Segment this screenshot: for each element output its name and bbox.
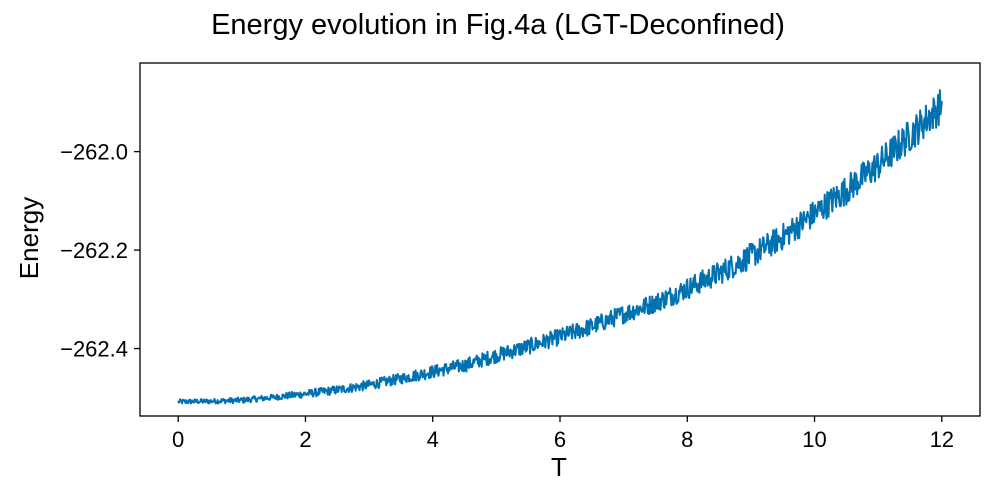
plot-area	[139, 62, 981, 417]
y-tick-label: −262.4	[60, 337, 128, 362]
x-tick-label: 8	[681, 427, 693, 452]
y-axis-ticks: −262.4 −262.2 −262.0	[60, 140, 140, 362]
chart-title: Energy evolution in Fig.4a (LGT-Deconfin…	[211, 9, 785, 41]
energy-series-line	[177, 89, 943, 405]
x-axis-label: T	[551, 452, 567, 482]
y-axis-label: Energy	[14, 197, 44, 279]
x-tick-label: 2	[299, 427, 311, 452]
x-tick-label: 0	[172, 427, 184, 452]
y-tick-label: −262.0	[60, 140, 128, 165]
x-tick-label: 6	[554, 427, 566, 452]
x-tick-label: 12	[930, 427, 954, 452]
y-tick-label: −262.2	[60, 238, 128, 263]
x-axis-ticks: 0 2 4 6 8 10 12	[172, 416, 954, 452]
plot-frame	[139, 62, 981, 417]
x-tick-label: 4	[427, 427, 439, 452]
x-tick-label: 10	[802, 427, 826, 452]
